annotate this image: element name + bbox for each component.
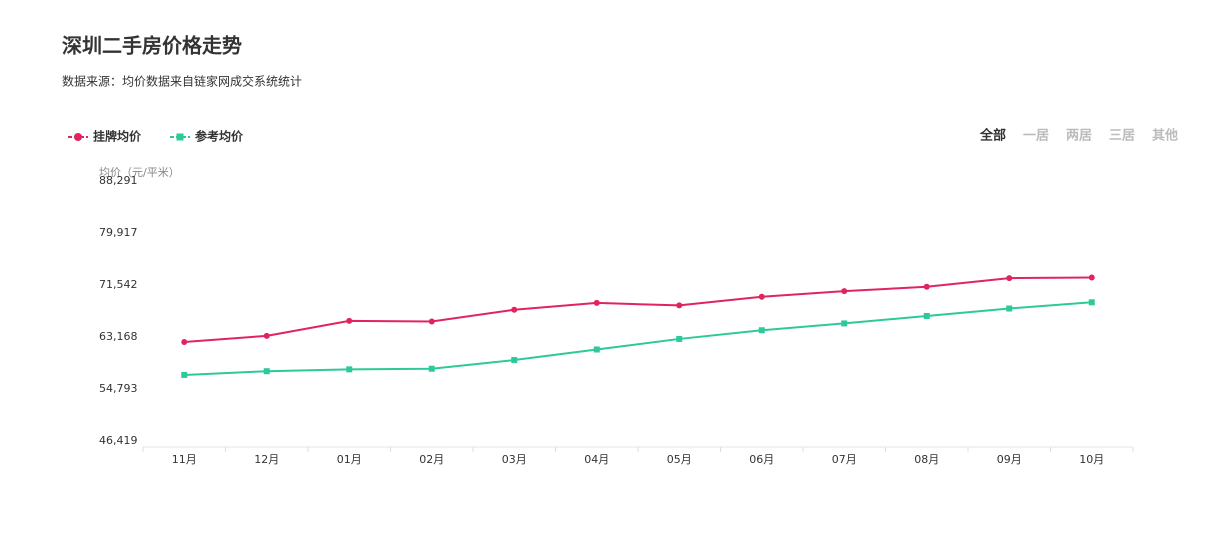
legend-marker — [176, 133, 184, 141]
y-tick-label: 46,419 — [99, 434, 138, 447]
chart-subtitle: 数据来源：均价数据来自链家网成交系统统计 — [62, 74, 302, 89]
point — [676, 302, 683, 309]
x-tick-label: 04月 — [584, 453, 609, 466]
x-tick-label: 01月 — [337, 453, 362, 466]
tab[interactable]: 两居 — [1066, 129, 1092, 144]
x-tick-label: 11月 — [172, 453, 197, 466]
point — [593, 346, 600, 353]
x-tick-label: 08月 — [914, 453, 939, 466]
x-tick-label: 12月 — [254, 453, 279, 466]
point — [181, 371, 188, 378]
point — [1006, 275, 1013, 282]
point — [1006, 305, 1013, 312]
point — [593, 299, 600, 306]
x-tick-label: 10月 — [1079, 453, 1104, 466]
point — [758, 293, 765, 300]
point — [181, 339, 188, 346]
y-axis-label: 均价（元/平米） — [99, 166, 180, 179]
tab[interactable]: 一居 — [1023, 129, 1049, 144]
point — [428, 318, 435, 325]
x-tick-label: 06月 — [749, 453, 774, 466]
point — [263, 332, 270, 339]
point — [511, 306, 518, 313]
point — [346, 366, 353, 373]
tab[interactable]: 其他 — [1152, 128, 1178, 144]
chart-title: 深圳二手房价格走势 — [62, 34, 242, 58]
x-tick-label: 02月 — [419, 453, 444, 466]
series-line — [184, 276, 1092, 344]
x-tick-label: 07月 — [832, 453, 857, 466]
point — [923, 283, 930, 290]
y-tick-label: 79,917 — [99, 226, 138, 239]
point — [346, 317, 353, 324]
point — [511, 357, 518, 364]
series-line — [184, 301, 1092, 376]
x-tick-label: 03月 — [502, 453, 527, 466]
point — [263, 368, 270, 375]
y-tick-label: 54,793 — [99, 382, 138, 395]
point — [841, 320, 848, 327]
point — [428, 365, 435, 372]
y-tick-label: 63,168 — [99, 330, 138, 343]
point — [676, 335, 683, 342]
point — [1088, 299, 1095, 306]
point — [841, 288, 848, 295]
point — [758, 327, 765, 334]
tab[interactable]: 全部 — [979, 128, 1006, 144]
legend-label[interactable]: 参考均价 — [195, 129, 244, 144]
x-tick-label: 05月 — [667, 453, 692, 466]
legend-label[interactable]: 挂牌均价 — [93, 129, 142, 144]
tab[interactable]: 三居 — [1109, 129, 1135, 144]
point — [923, 312, 930, 319]
y-tick-label: 88,291 — [99, 174, 138, 187]
point — [1088, 274, 1095, 281]
y-tick-label: 71,542 — [99, 278, 138, 291]
x-tick-label: 09月 — [997, 453, 1022, 466]
legend-marker — [74, 133, 82, 141]
